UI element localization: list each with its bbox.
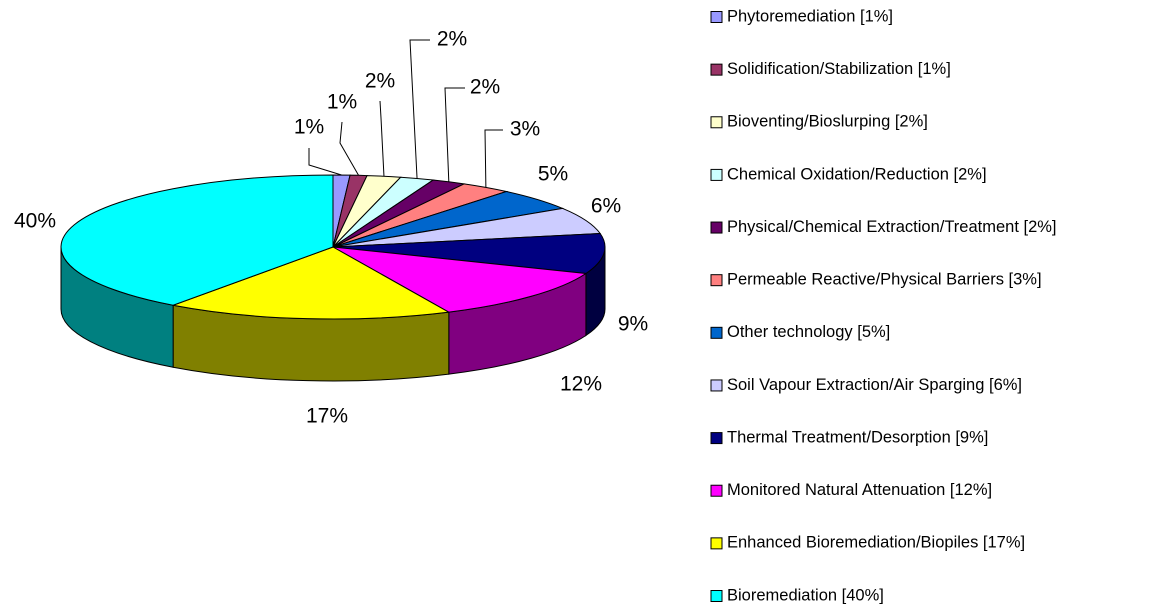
legend-label: Other technology [5%] <box>727 323 890 341</box>
legend-swatch <box>710 274 723 287</box>
leader-line <box>339 121 360 176</box>
legend-label: Monitored Natural Attenuation [12%] <box>727 481 992 499</box>
leader-line <box>379 100 385 177</box>
legend-swatch <box>710 379 723 392</box>
legend-swatch <box>710 63 723 76</box>
data-label: 12% <box>560 373 602 396</box>
legend-swatch <box>710 590 723 602</box>
data-label: 2% <box>365 70 395 93</box>
legend-label: Chemical Oxidation/Reduction [2%] <box>727 165 987 183</box>
data-label: 3% <box>510 118 540 141</box>
leader-line <box>308 148 342 176</box>
legend-swatch <box>710 116 723 129</box>
legend-swatch <box>710 168 723 181</box>
legend-swatch <box>710 221 723 234</box>
slice <box>171 246 451 320</box>
legend-label: Bioventing/Bioslurping [2%] <box>727 113 928 131</box>
data-label: 2% <box>437 28 467 51</box>
data-label: 1% <box>327 91 357 114</box>
leader-line <box>484 129 503 188</box>
legend-label: Soil Vapour Extraction/Air Sparging [6%] <box>727 376 1022 394</box>
data-label: 6% <box>591 195 621 218</box>
leader-line <box>409 39 430 179</box>
legend-label: Phytoremediation [1%] <box>727 7 893 25</box>
legend-swatch <box>710 537 723 550</box>
data-label: 5% <box>538 163 568 186</box>
data-label: 40% <box>14 210 56 233</box>
data-label: 1% <box>294 116 324 139</box>
slice <box>332 232 606 275</box>
legend-label: Thermal Treatment/Desorption [9%] <box>727 428 988 446</box>
slice <box>60 174 334 306</box>
legend-label: Physical/Chemical Extraction/Treatment [… <box>727 218 1057 236</box>
data-label: 17% <box>306 405 348 428</box>
leader-line <box>444 87 465 182</box>
legend-label: Enhanced Bioremediation/Biopiles [17%] <box>727 534 1025 552</box>
legend-swatch <box>710 326 723 339</box>
data-label: 2% <box>470 76 500 99</box>
legend-label: Bioremediation [40%] <box>727 586 884 604</box>
legend-label: Permeable Reactive/Physical Barriers [3%… <box>727 271 1042 289</box>
data-label: 9% <box>618 313 648 336</box>
legend-swatch <box>710 484 723 497</box>
legend-label: Solidification/Stabilization [1%] <box>727 60 951 78</box>
legend-swatch <box>710 11 723 23</box>
slice <box>332 246 588 313</box>
legend-swatch <box>710 432 723 445</box>
